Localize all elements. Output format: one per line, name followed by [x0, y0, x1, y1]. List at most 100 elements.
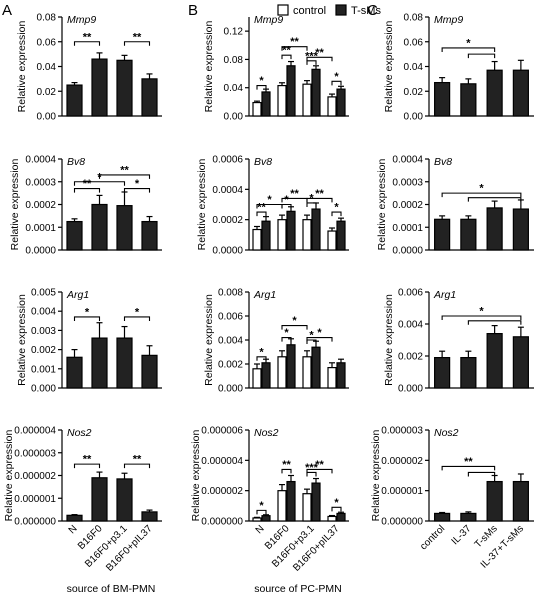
- chart-a-nos2-sig-label: **: [83, 454, 92, 466]
- chart-a-bv8-sig-label: **: [83, 178, 92, 190]
- chart-a-nos2-ytick-label: 0.000004: [14, 426, 56, 437]
- chart-a-arg1-ytick-label: 0.001: [31, 364, 56, 375]
- chart-b-nos2-bar: [286, 480, 296, 522]
- chart-b-bv8: 0.0000 0.0002 0.0004 0.0006 Relative express…: [196, 155, 349, 257]
- chart-b-arg1-sig-label: *: [292, 315, 297, 327]
- chart-a-mmp9-ytick-label: 0.04: [37, 62, 57, 73]
- chart-a-mmp9: 0.00 0.02 0.04 0.06 0.08 Relative expression M…: [16, 13, 162, 123]
- chart-b-nos2-sig-bracket: [331, 506, 342, 512]
- chart-c-arg1-bar: [460, 357, 477, 389]
- chart-b-arg1-bar: [336, 362, 346, 389]
- chart-b-nos2-ytick-label: 0.000000: [201, 517, 243, 528]
- chart-b-bv8-bar: [327, 230, 337, 251]
- chart-a-mmp9-bar: [116, 59, 133, 117]
- chart-b-arg1-sig-bracket: [306, 337, 333, 342]
- chart-b-bv8-sig-bracket: [281, 203, 292, 209]
- chart-a-nos2-ylabel: Relative expression: [3, 430, 15, 522]
- chart-a-bv8-bar: [141, 220, 158, 251]
- chart-c-nos2-ytick-label: 0.000003: [381, 426, 423, 437]
- chart-a-bv8-ytick-label: 0.0004: [25, 155, 56, 166]
- chart-b-bv8-ytick-label: 0.0000: [212, 246, 243, 257]
- chart-b-nos2-ytick-label: 0.000004: [201, 456, 243, 467]
- chart-b-nos2-bar: [261, 515, 271, 522]
- chart-b-nos2: 0.000000 0.000002 0.000004 0.000006Relative…: [190, 426, 349, 574]
- chart-a-arg1-gene-title: Arg1: [66, 289, 89, 301]
- chart-b-mmp9-ytick-label: 0.04: [224, 83, 244, 94]
- chart-a-arg1-ylabel: Relative expression: [16, 294, 28, 386]
- chart-c-arg1-bar: [512, 336, 529, 389]
- legend-treated-label: T-sMs: [351, 5, 381, 17]
- chart-c-arg1-ytick-label: 0.002: [398, 352, 423, 363]
- chart-c-mmp9-ytick-label: 0.04: [404, 62, 424, 73]
- chart-a-arg1-sig-label: *: [135, 306, 140, 318]
- chart-c-bv8-ytick-label: 0.0002: [392, 200, 423, 211]
- legend-control-label: control: [293, 5, 326, 17]
- chart-b-arg1-sig-label: *: [317, 327, 322, 339]
- chart-c-bv8-bar: [460, 218, 477, 251]
- chart-b-bv8-sig-label: **: [315, 188, 324, 200]
- chart-b-nos2-bar: [302, 493, 312, 522]
- chart-b-arg1-ytick-label: 0.000: [218, 384, 243, 395]
- chart-b-bv8-bar: [336, 220, 346, 251]
- charts: 0.00 0.02 0.04 0.06 0.08 Relative expression M…: [3, 13, 534, 574]
- chart-b-mmp9-sig-label: *: [259, 75, 264, 87]
- chart-b-mmp9-sig-bracket: [256, 85, 267, 90]
- chart-b-nos2-sig-label: *: [334, 497, 339, 509]
- chart-b-mmp9-sig-label: *: [334, 71, 339, 83]
- chart-b-arg1-ytick-label: 0.002: [218, 360, 243, 371]
- chart-b-nos2-sig-bracket: [281, 468, 292, 474]
- chart-b-bv8-sig-bracket: [306, 202, 317, 207]
- chart-a-bv8-sig-bracket: [73, 181, 126, 186]
- chart-c-nos2-bar: [460, 512, 477, 522]
- source-label-bm-pmn: source of BM-PMN: [67, 583, 156, 595]
- chart-a-mmp9-ytick-label: 0.02: [37, 87, 57, 98]
- chart-c-bv8-ytick-label: 0.0000: [392, 246, 423, 257]
- chart-b-bv8-bar: [311, 208, 321, 251]
- chart-c-bv8-ytick-label: 0.0004: [392, 155, 423, 166]
- chart-b-nos2-bar: [252, 517, 262, 522]
- chart-b-nos2-sig-label: *: [259, 500, 264, 512]
- chart-a-bv8-gene-title: Bv8: [67, 156, 85, 168]
- chart-a-nos2-bar: [91, 477, 108, 522]
- chart-b-nos2-ytick-label: 0.000002: [201, 486, 243, 497]
- chart-b-bv8-sig-label: **: [257, 202, 266, 214]
- chart-b-mmp9-ylabel: Relative expression: [203, 21, 215, 113]
- chart-a-bv8-sig-label: *: [135, 178, 140, 190]
- chart-a-nos2-sig-label: **: [133, 454, 142, 466]
- chart-c-bv8: 0.0000 0.0001 0.0002 0.0003 0.0004 Relative e…: [376, 155, 534, 257]
- chart-c-mmp9-sig-bracket: [467, 53, 496, 59]
- chart-a-bv8-sig-bracket: [98, 174, 151, 179]
- chart-b-nos2-gene-title: Nos2: [254, 427, 279, 439]
- chart-a-mmp9-gene-title: Mmp9: [67, 14, 96, 26]
- chart-b-mmp9-bar: [311, 68, 321, 117]
- chart-b-mmp9-sig-bracket: [306, 56, 333, 62]
- chart-a-nos2-bar: [116, 478, 133, 522]
- chart-b-mmp9-sig-label: **: [282, 45, 291, 57]
- chart-b-arg1-bar: [277, 356, 287, 389]
- chart-a-arg1-ytick-label: 0.000: [31, 384, 56, 395]
- chart-c-bv8-sig-label: *: [479, 183, 484, 195]
- chart-b-bv8-sig-label: **: [290, 188, 299, 200]
- chart-b-arg1-gene-title: Arg1: [253, 289, 276, 301]
- chart-b-arg1-ytick-label: 0.004: [218, 336, 243, 347]
- chart-a-nos2-ytick-label: 0.000001: [14, 494, 56, 505]
- chart-a-bv8-sig-bracket: [123, 188, 151, 193]
- chart-b-mmp9-ytick-label: 0.08: [224, 55, 244, 66]
- chart-b-arg1-sig-label: *: [284, 327, 289, 339]
- chart-c-nos2-ylabel: Relative expression: [370, 430, 382, 522]
- chart-b-mmp9-sig-bracket: [281, 46, 308, 51]
- chart-a-bv8-sig-bracket: [73, 188, 101, 193]
- chart-b-arg1-bar: [327, 367, 337, 389]
- chart-a-arg1-ytick-label: 0.004: [31, 307, 56, 318]
- chart-c-arg1-bar: [486, 333, 503, 389]
- chart-b-nos2-bar: [327, 515, 337, 522]
- chart-a-arg1-sig-label: *: [85, 306, 90, 318]
- chart-b-mmp9-bar: [302, 83, 312, 117]
- chart-b-nos2-xtick-label: N: [254, 523, 267, 536]
- chart-c-mmp9-ytick-label: 0.02: [404, 87, 424, 98]
- chart-b-mmp9-sig-bracket: [331, 80, 342, 86]
- chart-c-nos2-bar: [434, 512, 451, 522]
- chart-c-nos2-xtick-label: IL-37: [450, 523, 474, 547]
- chart-b-mmp9-bar: [336, 88, 346, 117]
- chart-b-mmp9-sig-label: **: [290, 36, 299, 48]
